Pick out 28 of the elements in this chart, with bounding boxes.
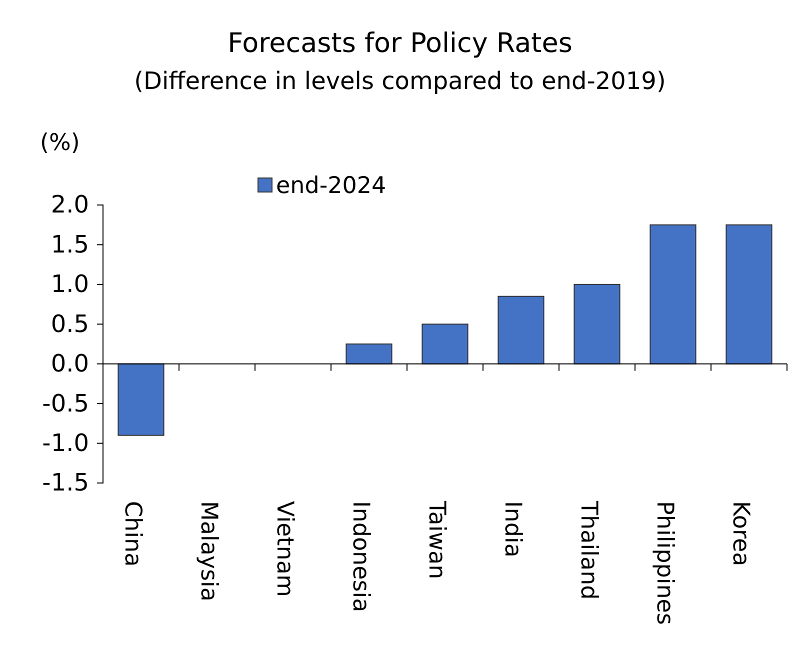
x-tick-label: Philippines	[652, 501, 678, 625]
y-tick-label: 1.5	[50, 230, 89, 258]
x-tick-label: Indonesia	[348, 501, 374, 612]
y-tick-label: -1.5	[42, 468, 89, 497]
y-tick-label: -1.0	[42, 428, 89, 457]
bar	[118, 363, 164, 436]
y-tick-label: 2.0	[50, 190, 89, 219]
x-tick-label: Taiwan	[424, 500, 450, 580]
x-tick-label: Malaysia	[196, 501, 222, 602]
bar	[346, 344, 392, 364]
bar	[498, 296, 544, 364]
bar	[422, 324, 468, 364]
y-tick-label: 0.0	[50, 350, 89, 378]
bar	[650, 224, 696, 364]
legend-label: end-2024	[276, 173, 386, 199]
chart-title: Forecasts for Policy Rates	[228, 28, 572, 59]
x-tick-label: Vietnam	[272, 501, 298, 597]
y-tick-label: 0.5	[50, 310, 89, 338]
y-axis-title: (%)	[40, 130, 80, 156]
y-tick-label: -0.5	[42, 389, 89, 418]
y-tick-label: 1.0	[50, 270, 89, 298]
x-tick-label: China	[120, 501, 146, 567]
x-tick-label: India	[500, 501, 526, 558]
x-tick-label: Thailand	[576, 500, 602, 600]
chart-subtitle: (Difference in levels compared to end-2019)	[134, 67, 666, 95]
bar	[574, 284, 620, 364]
x-tick-label: Korea	[728, 501, 754, 566]
bar	[726, 224, 772, 364]
